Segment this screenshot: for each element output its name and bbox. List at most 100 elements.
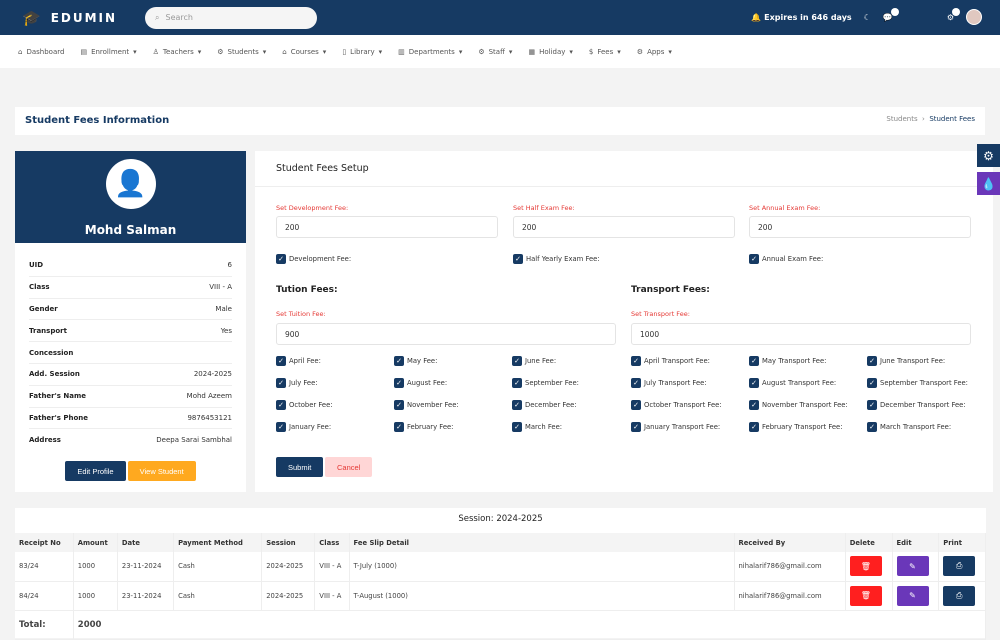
fee-checkbox[interactable]: ✓ July Fee: — [276, 378, 318, 388]
check-icon: ✓ — [394, 356, 404, 366]
fee-checkbox[interactable]: ✓ Development Fee: — [276, 254, 351, 264]
half-exam-fee-input[interactable]: 200 — [513, 216, 735, 238]
cancel-button[interactable]: Cancel — [325, 457, 373, 477]
edit-button[interactable]: ✎ — [896, 556, 929, 577]
nav-item-teachers[interactable]: ♙ Teachers ▾ — [152, 47, 202, 56]
delete-button[interactable]: 🗑 — [849, 585, 882, 606]
fee-checkbox[interactable]: ✓ September Fee: — [512, 378, 579, 388]
nav-item-holiday[interactable]: ▦ Holiday ▾ — [528, 47, 573, 56]
fee-checkbox[interactable]: ✓ April Transport Fee: — [631, 356, 710, 366]
nav-item-staff[interactable]: ⚙ Staff ▾ — [478, 47, 513, 56]
column-header: Date — [117, 533, 175, 552]
fee-checkbox[interactable]: ✓ May Transport Fee: — [749, 356, 826, 366]
annual-exam-fee-input[interactable]: 200 — [749, 216, 971, 238]
profile-row: Class VIII - A — [29, 277, 232, 299]
nav-item-library[interactable]: ▯ Library ▾ — [342, 47, 383, 56]
page-title: Student Fees Information — [25, 115, 170, 126]
settings-panel-icon[interactable]: ⚙ — [977, 144, 1000, 167]
fees-setup-form: Student Fees Setup Set Development Fee: … — [255, 151, 993, 492]
theme-color-icon[interactable]: 💧 — [977, 172, 1000, 195]
column-header: Class — [314, 533, 350, 552]
fee-checkbox[interactable]: ✓ November Transport Fee: — [749, 400, 848, 410]
print-button[interactable]: ⎙ — [943, 585, 976, 606]
check-icon: ✓ — [749, 378, 759, 388]
fee-checkbox[interactable]: ✓ August Fee: — [394, 378, 447, 388]
fee-checkbox[interactable]: ✓ October Fee: — [276, 400, 333, 410]
column-header: Fee Slip Detail — [349, 533, 735, 552]
fee-checkbox[interactable]: ✓ Half Yearly Exam Fee: — [513, 254, 600, 264]
fee-checkbox[interactable]: ✓ February Fee: — [394, 422, 453, 432]
student-profile-card: 👤 Mohd Salman UID 6 Class VIII - A Gender Mal… — [15, 151, 246, 492]
check-icon: ✓ — [867, 422, 877, 432]
fee-checkbox[interactable]: ✓ October Transport Fee: — [631, 400, 722, 410]
nav-icon: ⚙ — [478, 47, 485, 56]
graduation-cap-icon: 🎓 — [22, 9, 43, 27]
nav-item-departments[interactable]: ▥ Departments ▾ — [398, 47, 463, 56]
fee-checkbox[interactable]: ✓ September Transport Fee: — [867, 378, 968, 388]
fee-checkbox[interactable]: ✓ July Transport Fee: — [631, 378, 707, 388]
fee-checkbox[interactable]: ✓ May Fee: — [394, 356, 437, 366]
fee-checkbox[interactable]: ✓ February Transport Fee: — [749, 422, 843, 432]
fee-checkbox[interactable]: ✓ June Transport Fee: — [867, 356, 945, 366]
search-input[interactable]: ⌕ Search — [145, 7, 317, 29]
student-avatar: 👤 — [105, 159, 156, 209]
fee-checkbox[interactable]: ✓ December Fee: — [512, 400, 577, 410]
dark-mode-toggle-icon[interactable]: ☾ — [863, 12, 871, 22]
page-title-bar: Student Fees Information Students › Stud… — [15, 107, 985, 135]
fee-checkbox[interactable]: ✓ November Fee: — [394, 400, 459, 410]
view-student-button[interactable]: View Student — [127, 461, 196, 482]
chevron-down-icon: ▾ — [668, 47, 672, 56]
delete-button[interactable]: 🗑 — [849, 556, 882, 577]
pencil-icon: ✎ — [909, 591, 916, 600]
fee-checkbox[interactable]: ✓ March Transport Fee: — [867, 422, 951, 432]
table-row: 83/24 1000 23-11-2024 Cash 2024-2025 VIII - A… — [15, 552, 986, 582]
pencil-icon: ✎ — [909, 561, 916, 571]
form-title: Student Fees Setup — [255, 151, 993, 187]
edit-button[interactable]: ✎ — [896, 585, 929, 606]
check-icon: ✓ — [276, 422, 286, 432]
tuition-fee-label: Set Tuition Fee: — [276, 310, 326, 318]
settings-icon[interactable]: ⚙ — [947, 7, 960, 22]
column-header: Payment Method — [173, 533, 263, 552]
tuition-title: Tution Fees: — [276, 285, 338, 295]
nav-item-enrollment[interactable]: ▤ Enrollment ▾ — [80, 47, 137, 56]
fees-table: Receipt No Amount Date Payment Method Sessio… — [15, 533, 987, 640]
check-icon: ✓ — [749, 254, 759, 264]
check-icon: ✓ — [631, 400, 641, 410]
fee-checkbox[interactable]: ✓ June Fee: — [512, 356, 556, 366]
check-icon: ✓ — [394, 422, 404, 432]
check-icon: ✓ — [749, 400, 759, 410]
column-header: Edit — [892, 533, 940, 552]
nav-item-courses[interactable]: ⌂ Courses ▾ — [282, 47, 327, 56]
logo[interactable]: 🎓 EDUMIN — [22, 9, 118, 27]
chevron-down-icon: ▾ — [617, 47, 621, 56]
check-icon: ✓ — [276, 254, 286, 264]
nav-item-students[interactable]: ⚙ Students ▾ — [217, 47, 267, 56]
fee-checkbox[interactable]: ✓ December Transport Fee: — [867, 400, 966, 410]
edit-profile-button[interactable]: Edit Profile — [65, 461, 126, 482]
transport-fee-input[interactable]: 1000 — [631, 323, 971, 345]
check-icon: ✓ — [512, 400, 522, 410]
printer-icon: ⎙ — [956, 561, 963, 571]
messages-icon[interactable]: 💬 — [883, 7, 899, 22]
avatar[interactable] — [966, 9, 982, 25]
tuition-fee-input[interactable]: 900 — [276, 323, 616, 345]
print-button[interactable]: ⎙ — [943, 556, 976, 577]
fee-checkbox[interactable]: ✓ January Transport Fee: — [631, 422, 720, 432]
fee-checkbox[interactable]: ✓ January Fee: — [276, 422, 331, 432]
nav-item-apps[interactable]: ⚙ Apps ▾ — [636, 47, 672, 56]
nav-icon: ⌂ — [18, 47, 23, 56]
nav-item-fees[interactable]: $ Fees ▾ — [588, 47, 621, 56]
fee-checkbox[interactable]: ✓ August Transport Fee: — [749, 378, 836, 388]
submit-button[interactable]: Submit — [276, 457, 324, 477]
column-header: Received By — [734, 533, 846, 552]
dev-fee-input[interactable]: 200 — [276, 216, 498, 238]
check-icon: ✓ — [276, 378, 286, 388]
nav-item-dashboard[interactable]: ⌂ Dashboard — [18, 47, 65, 56]
annual-exam-fee-label: Set Annual Exam Fee: — [749, 204, 821, 212]
fee-checkbox[interactable]: ✓ Annual Exam Fee: — [749, 254, 823, 264]
fee-checkbox[interactable]: ✓ April Fee: — [276, 356, 321, 366]
column-header: Delete — [845, 533, 893, 552]
fee-checkbox[interactable]: ✓ March Fee: — [512, 422, 562, 432]
profile-row: Concession — [29, 342, 232, 364]
